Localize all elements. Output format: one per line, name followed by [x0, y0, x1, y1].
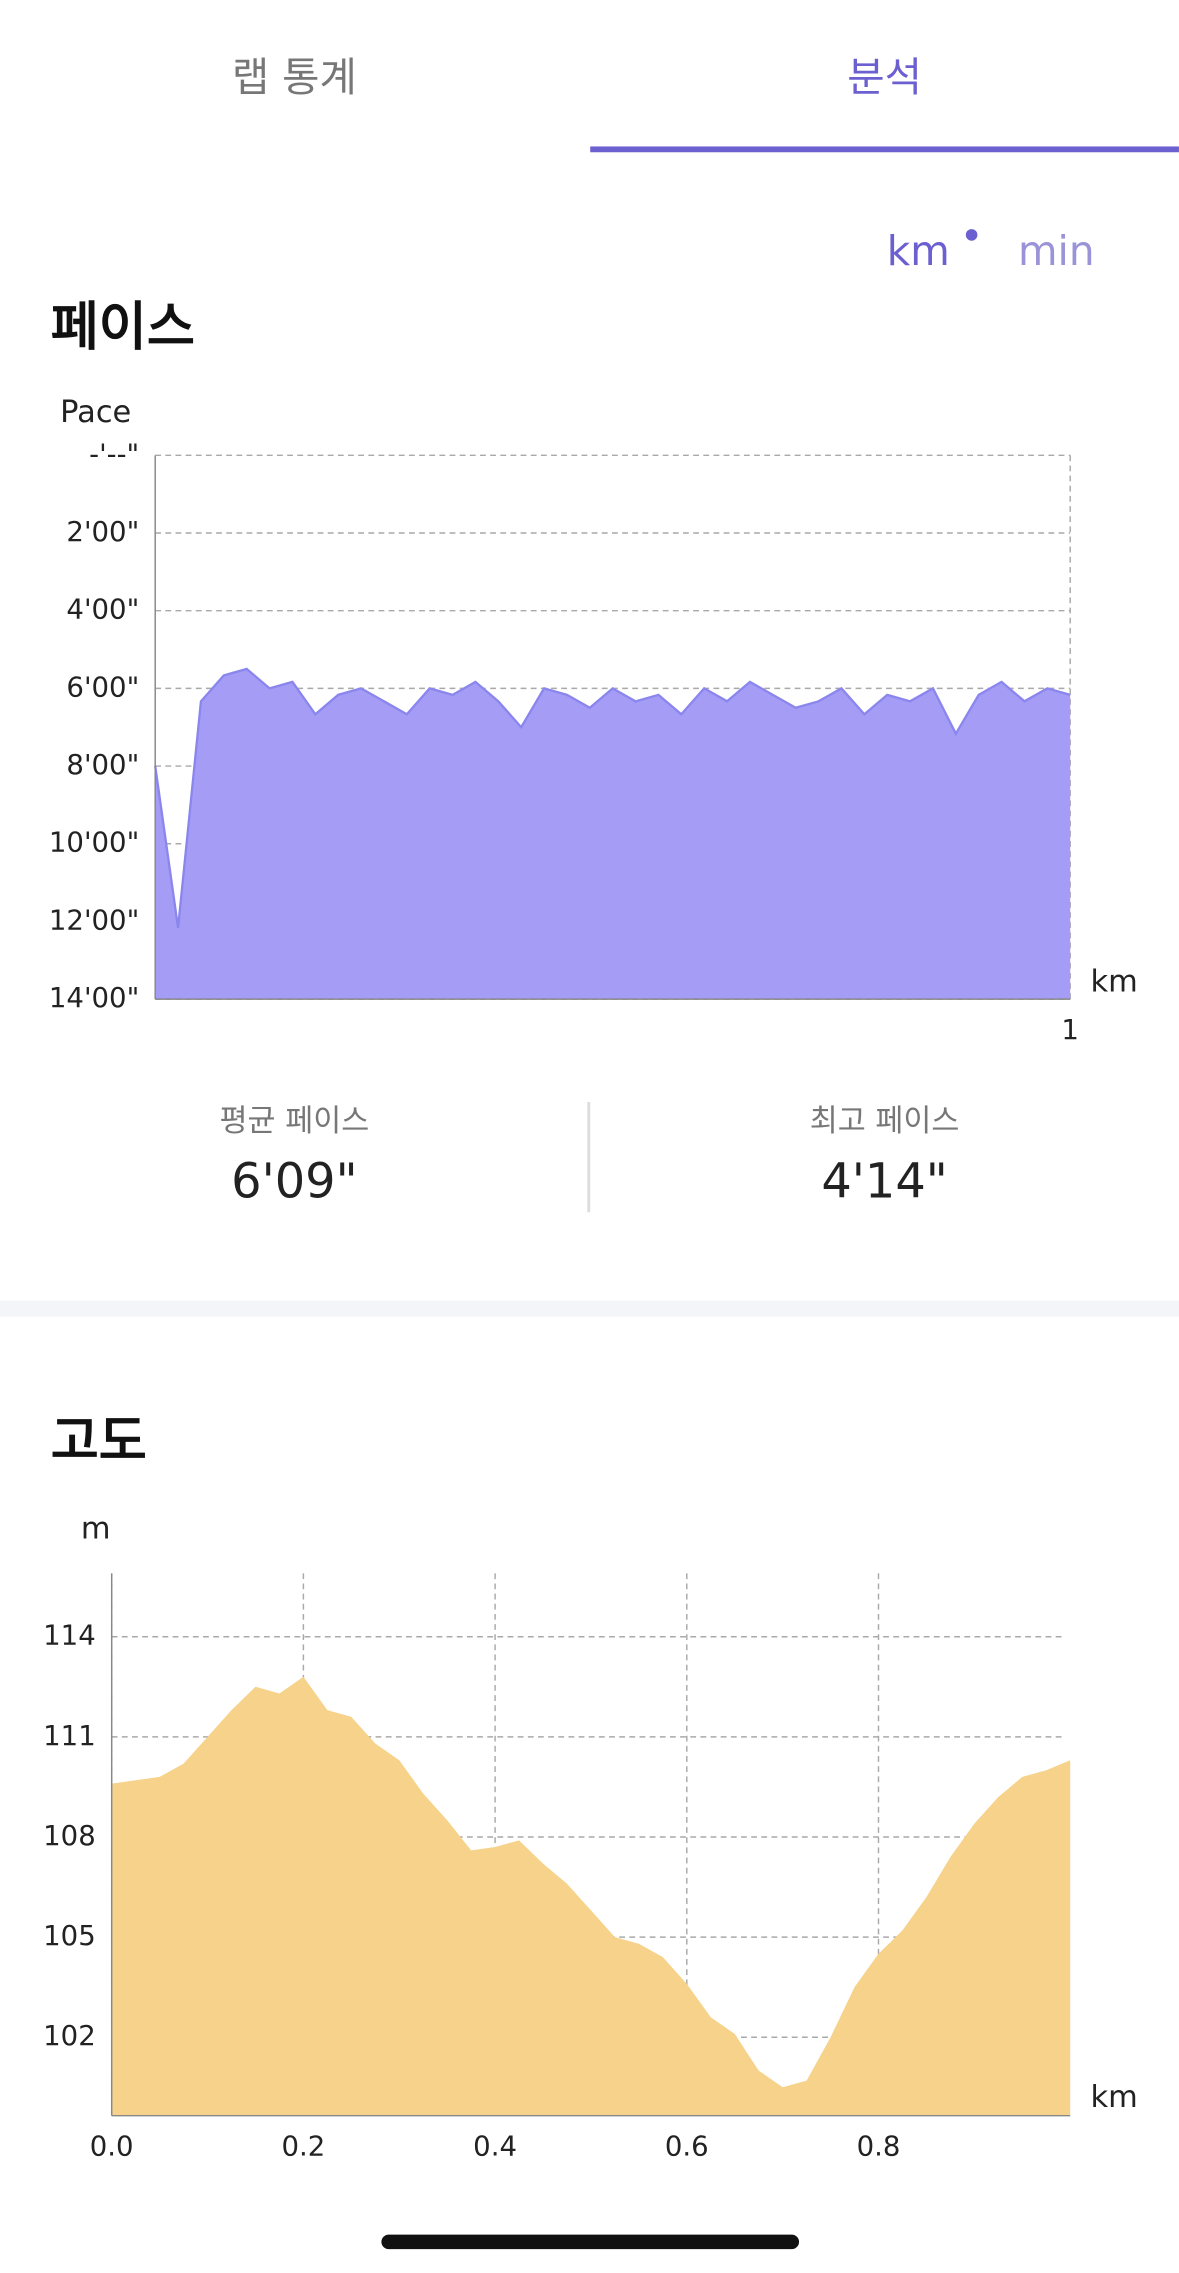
area: [155, 668, 1071, 1000]
y-tick-label: 4'00": [66, 594, 139, 626]
section-separator: [0, 1300, 1179, 1317]
unit-dot: [965, 229, 978, 241]
section-title: 고도: [51, 1411, 147, 1471]
x-tick-label: 0.2: [281, 2131, 325, 2163]
y-tick-label: 105: [43, 1920, 96, 1952]
section-title: 페이스: [51, 298, 195, 358]
y-tick-label: 6'00": [66, 671, 139, 703]
y-tick-label: 102: [43, 2020, 96, 2052]
home-indicator: [381, 2234, 800, 2250]
y-tick-label: 10'00": [49, 827, 139, 859]
line: [154, 667, 1071, 929]
x-tick-label: 0.6: [665, 2131, 709, 2163]
x-tick-label: 0.0: [90, 2131, 134, 2163]
y-axis-label: m: [81, 1511, 111, 1546]
y-tick-label: 8'00": [66, 749, 139, 781]
y-tick-label: 114: [43, 1620, 96, 1652]
x-tick-label: 0.4: [473, 2131, 517, 2163]
tab-analysis[interactable]: 분석: [847, 53, 922, 101]
y-tick-label: 12'00": [49, 904, 139, 936]
y-tick-label: 111: [43, 1720, 96, 1752]
y-tick-label: 2'00": [66, 516, 139, 548]
tab-lap-stats[interactable]: 랩 통계: [232, 53, 357, 101]
tab-indicator: [590, 146, 1179, 153]
stat-label: 최고 페이스: [810, 1104, 960, 1139]
y-tick-label: 14'00": [49, 982, 139, 1014]
unit-km[interactable]: km: [887, 227, 950, 275]
x-tick-label: 1: [1061, 1014, 1079, 1046]
stat-value: 4'14": [821, 1155, 947, 1210]
area: [111, 1676, 1071, 2116]
y-tick-label: -'--": [89, 438, 139, 470]
unit-min[interactable]: min: [1018, 227, 1095, 275]
x-tick-label: 0.8: [857, 2131, 901, 2163]
stat-label: 평균 페이스: [220, 1104, 370, 1139]
y-tick-label: 108: [43, 1820, 96, 1852]
x-axis-label: km: [1091, 2080, 1138, 2115]
x-axis-label: km: [1091, 965, 1138, 1000]
y-axis-label: Pace: [60, 395, 131, 430]
stat-value: 6'09": [231, 1155, 357, 1210]
